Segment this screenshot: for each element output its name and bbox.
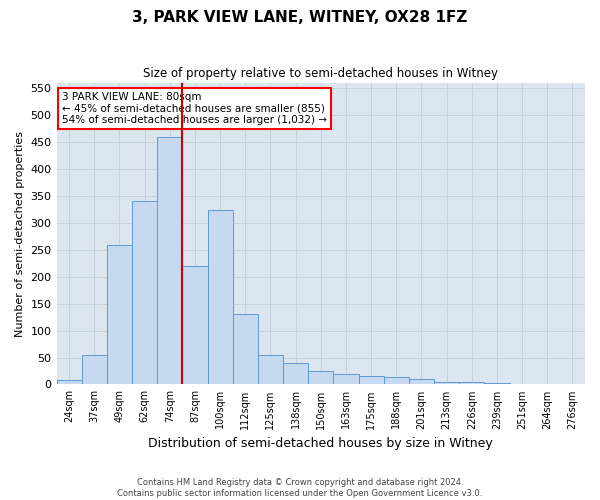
Y-axis label: Number of semi-detached properties: Number of semi-detached properties bbox=[15, 130, 25, 336]
Bar bbox=[208, 210, 233, 384]
X-axis label: Distribution of semi-detached houses by size in Witney: Distribution of semi-detached houses by … bbox=[148, 437, 493, 450]
Bar bbox=[258, 355, 283, 384]
Bar bbox=[484, 383, 509, 384]
Bar bbox=[157, 137, 182, 384]
Text: Contains HM Land Registry data © Crown copyright and database right 2024.
Contai: Contains HM Land Registry data © Crown c… bbox=[118, 478, 482, 498]
Bar bbox=[434, 382, 459, 384]
Bar bbox=[233, 314, 258, 384]
Bar bbox=[182, 266, 208, 384]
Bar bbox=[334, 374, 359, 384]
Title: Size of property relative to semi-detached houses in Witney: Size of property relative to semi-detach… bbox=[143, 68, 498, 80]
Bar bbox=[283, 363, 308, 384]
Bar bbox=[82, 355, 107, 384]
Text: 3 PARK VIEW LANE: 80sqm
← 45% of semi-detached houses are smaller (855)
54% of s: 3 PARK VIEW LANE: 80sqm ← 45% of semi-de… bbox=[62, 92, 327, 126]
Bar bbox=[359, 376, 383, 384]
Bar bbox=[107, 244, 132, 384]
Text: 3, PARK VIEW LANE, WITNEY, OX28 1FZ: 3, PARK VIEW LANE, WITNEY, OX28 1FZ bbox=[133, 10, 467, 25]
Bar bbox=[459, 382, 484, 384]
Bar bbox=[409, 379, 434, 384]
Bar bbox=[383, 377, 409, 384]
Bar bbox=[308, 371, 334, 384]
Bar bbox=[132, 202, 157, 384]
Bar bbox=[56, 380, 82, 384]
